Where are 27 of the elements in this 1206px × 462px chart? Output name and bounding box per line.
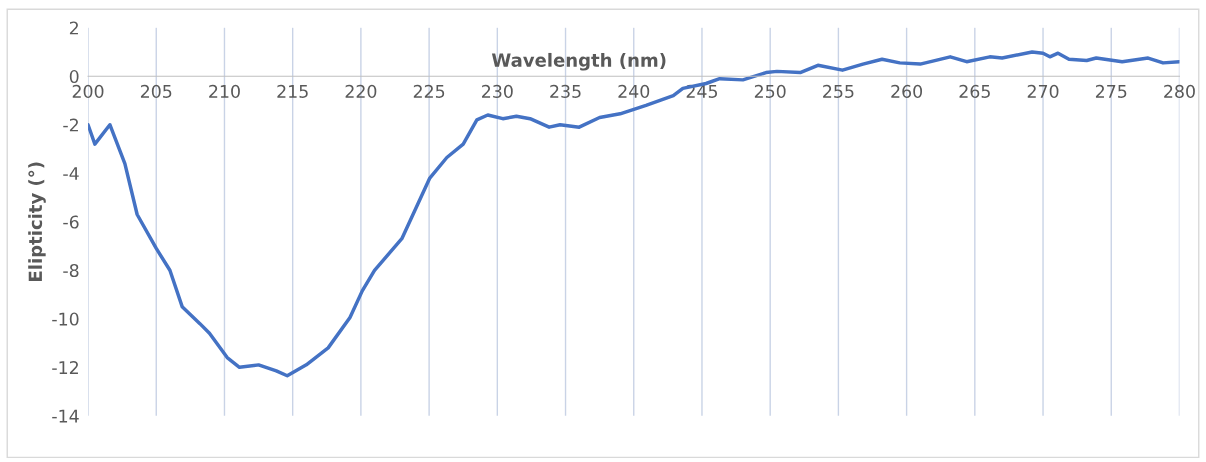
y-tick-label: 0 — [69, 69, 79, 84]
x-tick-label: 215 — [277, 84, 308, 98]
y-tick-label: -6 — [63, 215, 79, 229]
x-tick-label: 275 — [1095, 84, 1127, 98]
x-tick-label: 280 — [1164, 84, 1195, 98]
y-tick-label: 2 — [69, 21, 78, 35]
x-tick-label: 205 — [140, 84, 172, 98]
x-tick-label: 265 — [959, 84, 990, 98]
x-axis-title: Wavelength (nm) — [491, 52, 666, 71]
x-tick-label: 230 — [482, 84, 513, 98]
x-tick-label: 240 — [618, 84, 650, 98]
y-axis-title: Elipticity (°) — [28, 162, 46, 281]
x-tick-label: 210 — [209, 84, 240, 98]
x-tick-label: 235 — [550, 84, 581, 98]
x-tick-label: 270 — [1027, 84, 1059, 98]
y-tick-label: -2 — [63, 118, 78, 132]
x-tick-label: 200 — [72, 84, 104, 98]
y-tick-label: -8 — [63, 263, 79, 278]
y-tick-label: -4 — [63, 167, 79, 180]
y-tick-label: -10 — [52, 312, 79, 326]
y-tick-label: -12 — [52, 361, 78, 374]
x-tick-label: 260 — [891, 84, 923, 98]
x-tick-label: 225 — [413, 84, 445, 98]
x-tick-label: 255 — [823, 84, 854, 98]
x-tick-label: 220 — [345, 84, 377, 98]
x-tick-label: 250 — [754, 84, 786, 98]
y-tick-label: -14 — [52, 409, 79, 423]
